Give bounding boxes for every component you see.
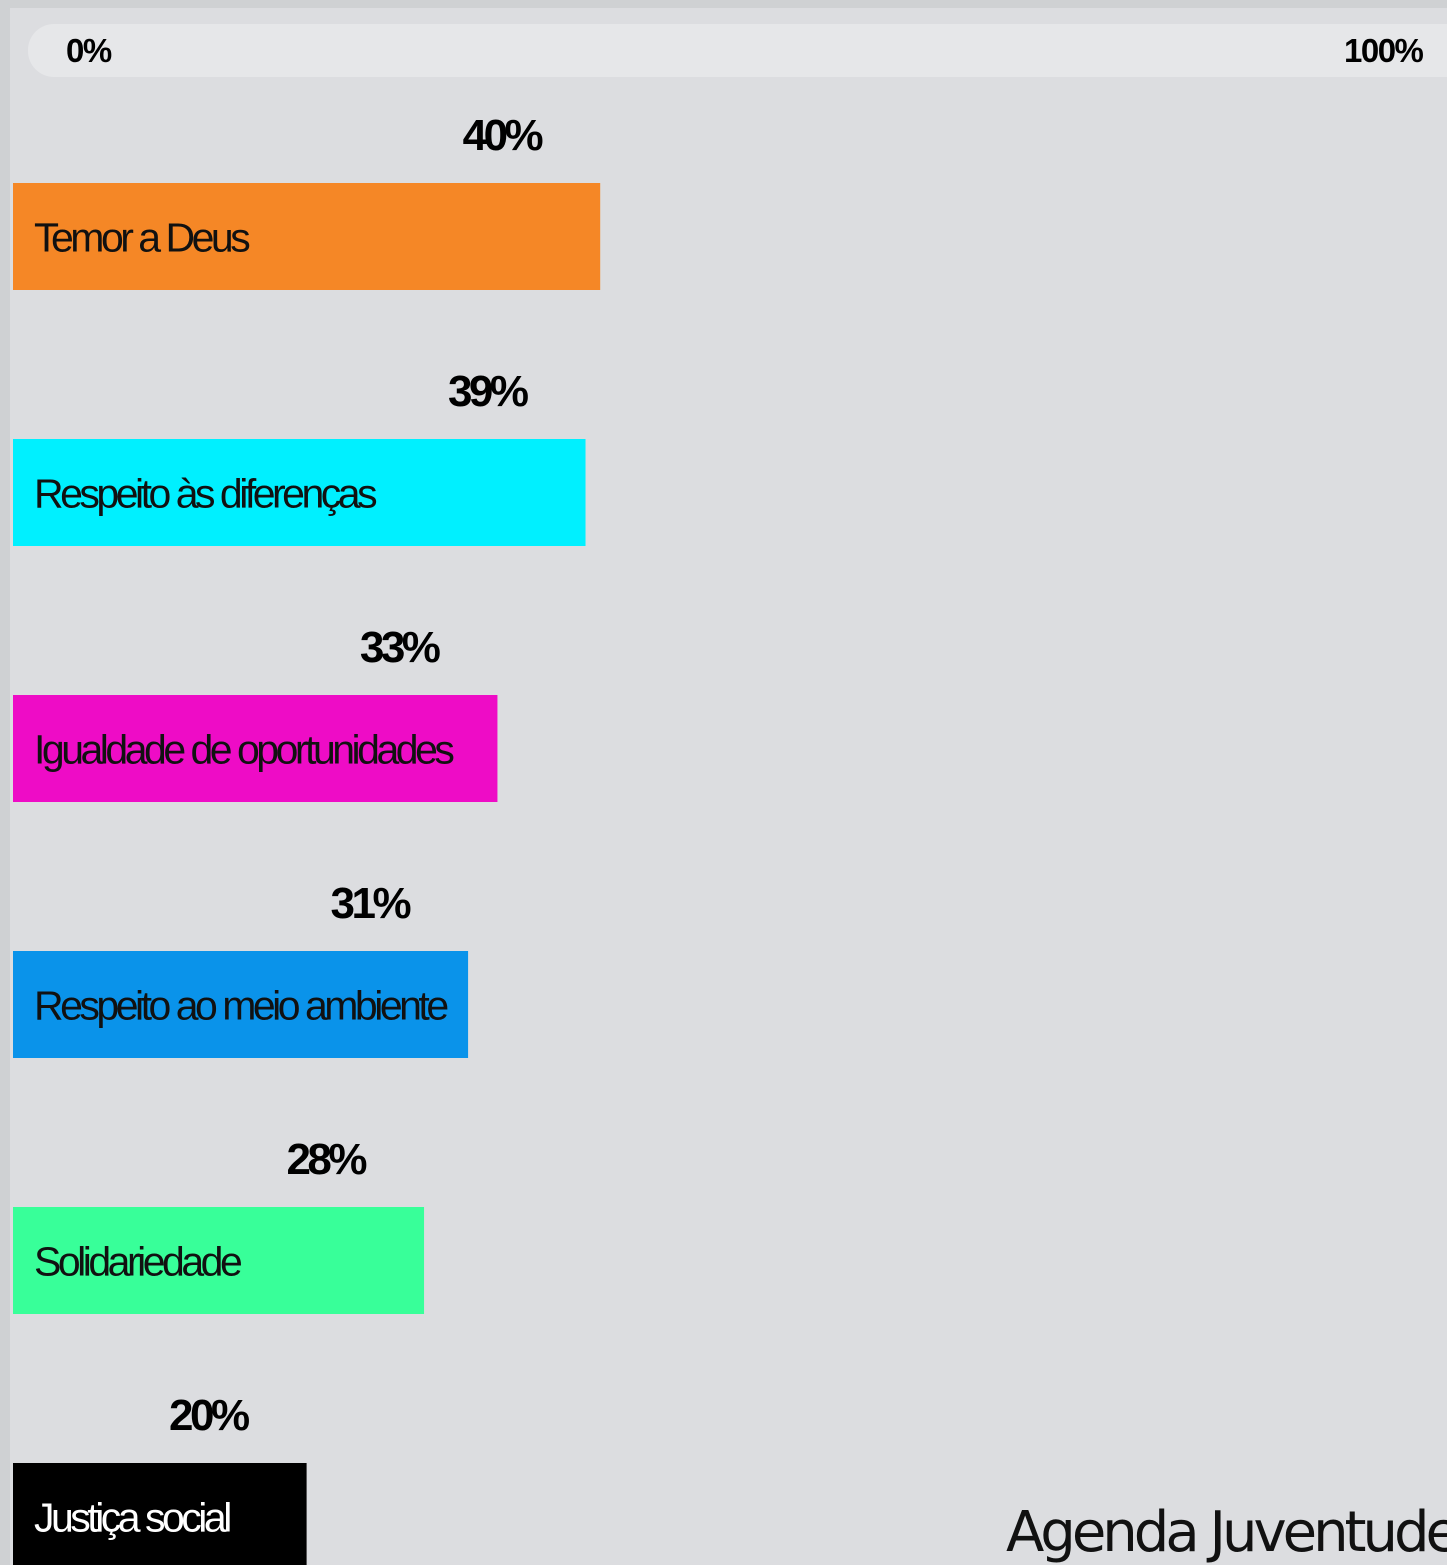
value-label-1: 40% — [463, 111, 543, 160]
bar-label-4: Respeito ao meio ambiente — [34, 983, 447, 1029]
bar-3 — [13, 695, 498, 802]
value-label-4: 31% — [331, 879, 411, 928]
bar-6 — [13, 1463, 307, 1565]
bar-2 — [13, 439, 586, 546]
source-label: Agenda Juventude 2013 — [1006, 1500, 1447, 1565]
value-label-2: 39% — [448, 367, 528, 416]
bar-label-6: Justiça social — [34, 1495, 230, 1541]
bar-label-5: Solidariedade — [34, 1239, 241, 1285]
scale-min-label: 0% — [66, 32, 112, 69]
chart-panel: 0% 100% Temor a Deus 40% Respeito às difer… — [10, 8, 1447, 1565]
value-label-3: 33% — [360, 623, 440, 672]
scale-max-label: 100% — [1344, 32, 1424, 69]
bar-4 — [13, 951, 469, 1058]
value-label-5: 28% — [286, 1135, 366, 1184]
scale-bar: 0% 100% — [28, 24, 1447, 77]
bar-5 — [13, 1207, 425, 1314]
bar-label-2: Respeito às diferenças — [34, 471, 377, 517]
bar-label-1: Temor a Deus — [34, 215, 250, 261]
value-label-6: 20% — [169, 1391, 249, 1440]
bar-label-3: Igualdade de oportunidades — [34, 727, 454, 773]
bar-1 — [13, 183, 601, 290]
bar-chart: Temor a Deus 40% Respeito às diferenças 39%… — [13, 111, 601, 1565]
